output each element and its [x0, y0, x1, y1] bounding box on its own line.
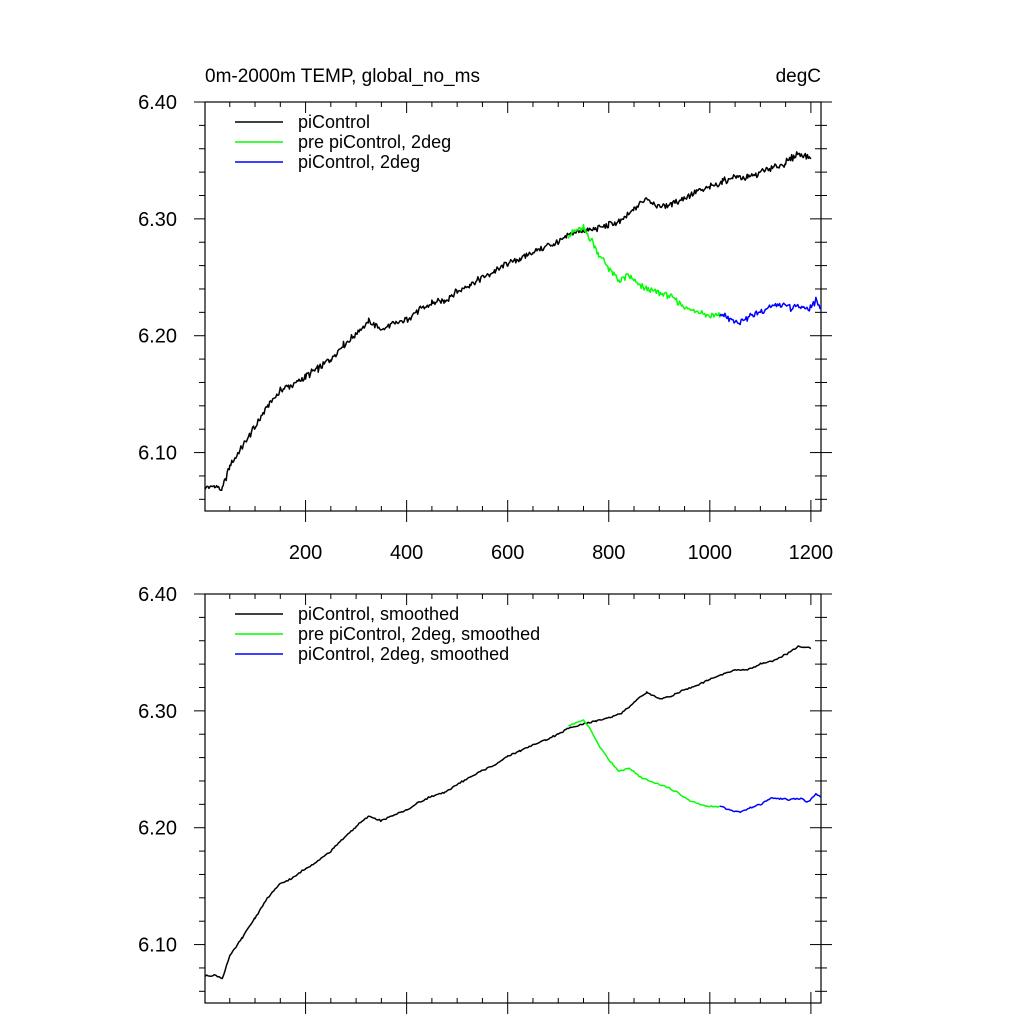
y-tick-label: 6.40	[138, 92, 177, 114]
series-group-bottom	[204, 645, 822, 980]
x-tick-label: 1200	[789, 542, 834, 564]
series-line-picontrol-2deg	[719, 296, 822, 326]
y-tick-label: 6.40	[138, 584, 177, 606]
series-line-pre-picontrol-2deg	[567, 223, 721, 319]
tick-marks-top: 200 400 600 800 1000 1200 6.10 6.20 6.30 6.40	[138, 92, 833, 564]
series-group-top	[204, 151, 822, 492]
plot-frame-top	[204, 101, 822, 512]
legend-label: piControl, 2deg, smoothed	[298, 644, 509, 664]
series-line-picontrol-smoothed	[204, 645, 812, 980]
y-tick-label: 6.10	[138, 443, 177, 465]
legend-label: pre piControl, 2deg, smoothed	[298, 624, 540, 644]
series-line-pre-picontrol-2deg-smoothed	[568, 719, 721, 808]
legend-label: piControl, smoothed	[298, 604, 459, 624]
tick-marks-bottom: 6.10 6.20 6.30 6.40	[138, 584, 832, 1014]
x-tick-label: 400	[390, 542, 423, 564]
chart-title: 0m-2000m TEMP, global_no_ms	[205, 66, 480, 87]
legend-label: pre piControl, 2deg	[298, 132, 451, 152]
x-tick-label: 800	[592, 542, 625, 564]
x-tick-label: 600	[491, 542, 524, 564]
units-label: degC	[776, 66, 821, 87]
bottom-panel: 6.10 6.20 6.30 6.40 piControl, smoothedpre …	[138, 584, 832, 1014]
series-line-picontrol-2deg-smoothed	[719, 792, 822, 814]
series-line-picontrol	[204, 151, 812, 492]
legend-label: piControl, 2deg	[298, 152, 420, 172]
legend-label: piControl	[298, 112, 370, 132]
top-panel: 0m-2000m TEMP, global_no_ms degC 200 400 6…	[138, 66, 833, 564]
y-tick-label: 6.30	[138, 701, 177, 723]
y-tick-label: 6.10	[138, 935, 177, 957]
y-tick-label: 6.30	[138, 209, 177, 231]
x-tick-label: 1000	[688, 542, 733, 564]
x-tick-label: 200	[289, 542, 322, 564]
plot-frame-bottom	[204, 593, 822, 1004]
y-tick-label: 6.20	[138, 326, 177, 348]
y-tick-label: 6.20	[138, 818, 177, 840]
